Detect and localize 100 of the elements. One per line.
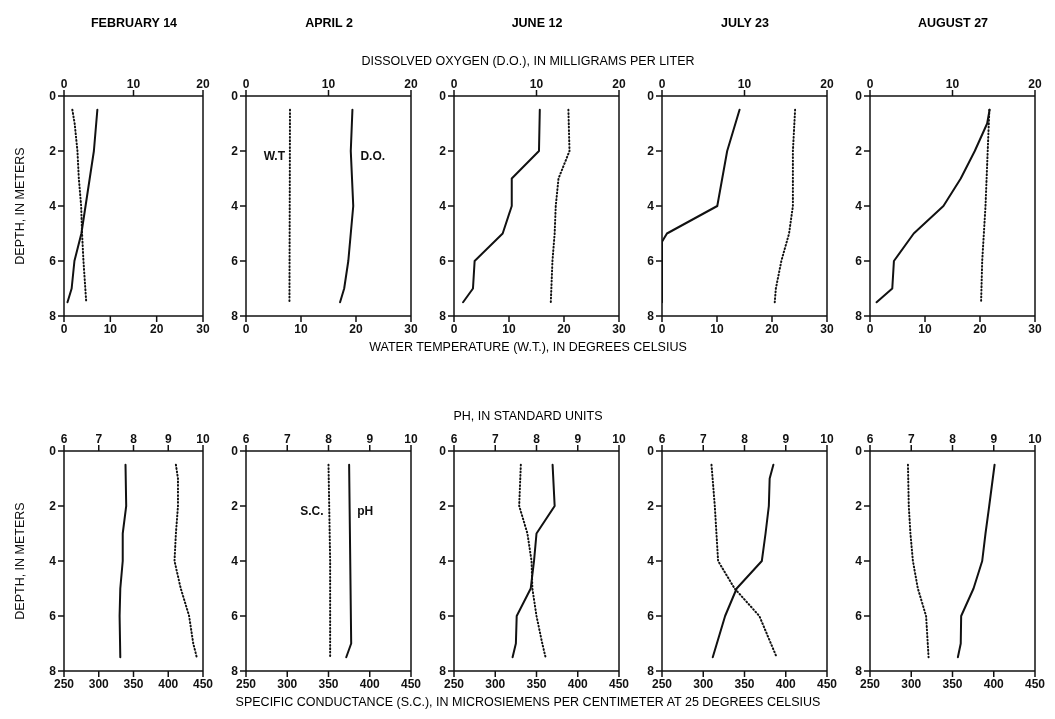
y-tick-label: 2: [647, 144, 655, 159]
x-tick-label: 10: [918, 321, 932, 336]
x2-tick-label: 6: [866, 432, 874, 446]
x-tick-label: 350: [318, 676, 339, 691]
y-tick-label: 0: [231, 89, 239, 104]
y-tick-label: 4: [647, 554, 655, 569]
x-tick-label: 300: [693, 676, 714, 691]
y-tick-label: 6: [439, 254, 447, 269]
x-tick-label: 10: [294, 321, 308, 336]
y-tick-label: 2: [855, 499, 863, 514]
x-tick-label: 0: [242, 321, 250, 336]
x-tick-label: 0: [658, 321, 666, 336]
y-tick-label: 6: [49, 609, 57, 624]
x2-tick-label: 8: [325, 432, 333, 446]
x-tick-label: 30: [404, 321, 418, 336]
y-tick-label: 2: [439, 144, 447, 159]
x2-tick-label: 6: [450, 432, 458, 446]
x-tick-label: 400: [567, 676, 589, 691]
x-tick-label: 250: [53, 676, 75, 691]
x-tick-label: 250: [443, 676, 465, 691]
y-tick-label: 6: [231, 254, 239, 269]
x2-tick-label: 6: [658, 432, 666, 446]
x2-tick-label: 9: [366, 432, 374, 446]
x-tick-label: 10: [103, 321, 118, 336]
x-tick-label: 450: [400, 676, 422, 691]
x-tick-label: 350: [526, 676, 547, 691]
y-tick-label: 8: [231, 664, 239, 679]
y-tick-label: 8: [647, 664, 655, 679]
line-series: [173, 463, 198, 659]
x2-tick-label: 0: [450, 77, 458, 91]
x-tick-label: 300: [88, 676, 110, 691]
y-tick-label: 0: [855, 89, 863, 104]
y-tick-label: 2: [855, 144, 863, 159]
chart-title: AUGUST 27: [916, 16, 990, 30]
x2-tick-label: 0: [658, 77, 666, 91]
x2-tick-label: 9: [782, 432, 790, 446]
y-tick-label: 4: [855, 199, 863, 214]
x-axis-title: SPECIFIC CONDUCTANCE (S.C.), IN MICROSIEMENS PER CENTIMETER AT 25 DEGREES CELSIUS: [234, 695, 822, 709]
x-tick-label: 30: [612, 321, 626, 336]
y-tick-label: 0: [439, 444, 447, 459]
x-tick-label: 300: [901, 676, 922, 691]
x2-tick-label: 10: [529, 77, 544, 91]
chart-title: FEBRUARY 14: [89, 16, 179, 30]
x2-tick-label: 9: [574, 432, 582, 446]
y-tick-label: 8: [855, 664, 863, 679]
x2-tick-label: 6: [242, 432, 250, 446]
y-tick-label: 4: [231, 199, 239, 214]
y-tick-label: 0: [49, 89, 57, 104]
series-label: W.T: [263, 148, 286, 163]
y-axis-title: DEPTH, IN METERS: [13, 147, 28, 265]
x2-tick-label: 20: [820, 77, 834, 91]
x-tick-label: 250: [859, 676, 881, 691]
x-axis-title: WATER TEMPERATURE (W.T.), IN DEGREES CELSIUS: [368, 340, 688, 354]
y-axis-title: DEPTH, IN METERS: [13, 502, 28, 620]
x-tick-label: 20: [557, 321, 571, 336]
x2-tick-label: 9: [164, 432, 172, 446]
x2-tick-label: 7: [907, 432, 915, 446]
x2-tick-label: 10: [737, 77, 752, 91]
y-tick-label: 6: [855, 609, 863, 624]
y-tick-label: 6: [231, 609, 239, 624]
series-label: pH: [357, 503, 374, 518]
x-tick-label: 450: [1024, 676, 1046, 691]
x2-tick-label: 20: [196, 77, 210, 91]
x-tick-label: 0: [450, 321, 458, 336]
x2-tick-label: 0: [242, 77, 250, 91]
x2-tick-label: 8: [949, 432, 957, 446]
x-tick-label: 30: [820, 321, 834, 336]
y-tick-label: 2: [439, 499, 447, 514]
x2-tick-label: 10: [404, 432, 418, 446]
y-tick-label: 6: [647, 254, 655, 269]
x-tick-label: 450: [192, 676, 214, 691]
x2-tick-label: 20: [612, 77, 626, 91]
y-tick-label: 6: [439, 609, 447, 624]
y-tick-label: 8: [855, 309, 863, 324]
y-tick-label: 2: [231, 144, 239, 159]
x-tick-label: 400: [983, 676, 1005, 691]
x-tick-label: 350: [942, 676, 963, 691]
x-tick-label: 0: [866, 321, 874, 336]
x-tick-label: 250: [651, 676, 673, 691]
y-tick-label: 0: [49, 444, 57, 459]
y-tick-label: 8: [439, 309, 447, 324]
y-tick-label: 4: [647, 199, 655, 214]
x-tick-label: 400: [359, 676, 381, 691]
x2-tick-label: 10: [1028, 432, 1042, 446]
x-tick-label: 20: [973, 321, 987, 336]
y-tick-label: 0: [647, 89, 655, 104]
x2-tick-label: 10: [820, 432, 834, 446]
x2-tick-label: 10: [126, 77, 141, 91]
y-tick-label: 8: [439, 664, 447, 679]
x2-tick-label: 10: [196, 432, 210, 446]
x-tick-label: 10: [710, 321, 724, 336]
x2-tick-label: 0: [866, 77, 874, 91]
y-tick-label: 8: [231, 309, 239, 324]
x2-tick-label: 8: [741, 432, 749, 446]
y-tick-label: 4: [855, 554, 863, 569]
y-tick-label: 0: [439, 89, 447, 104]
x2-tick-label: 20: [404, 77, 418, 91]
y-tick-label: 8: [647, 309, 655, 324]
x2-tick-label: 8: [130, 432, 138, 446]
x2-tick-label: 10: [321, 77, 336, 91]
